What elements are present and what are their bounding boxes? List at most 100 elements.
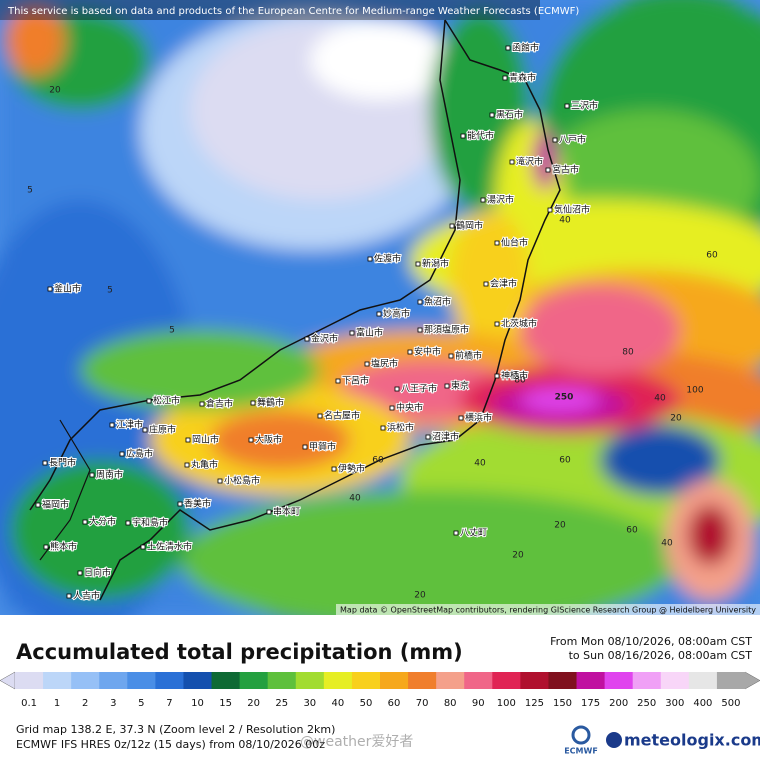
city-marker — [367, 256, 373, 262]
legend-label: 175 — [581, 698, 600, 709]
city-label: 佐渡市 — [374, 253, 401, 265]
city-label: 人吉市 — [73, 590, 100, 602]
legend-label: 100 — [497, 698, 516, 709]
legend-swatch — [127, 672, 156, 689]
city-marker — [184, 462, 190, 468]
legend-swatch — [380, 672, 409, 689]
city-marker — [335, 378, 341, 384]
contour-label: 80 — [514, 376, 526, 386]
city-label: 岡山市 — [192, 434, 219, 446]
city-marker — [35, 502, 41, 508]
city-label: 北茨城市 — [501, 318, 537, 330]
city-label: 宮古市 — [552, 164, 579, 176]
brand: meteologix.com — [624, 731, 760, 750]
contour-label: 5 — [107, 286, 113, 296]
legend-swatch — [183, 672, 213, 689]
city-marker — [109, 422, 115, 428]
city-marker — [494, 373, 500, 379]
city-label: 八王子市 — [401, 383, 437, 395]
city-marker — [217, 478, 223, 484]
city-label: 妙高市 — [383, 308, 410, 320]
city-marker — [364, 361, 370, 367]
city-marker — [449, 223, 455, 229]
contour-label: 20 — [670, 414, 682, 424]
coastline — [39, 419, 91, 561]
city-label: 宇和島市 — [132, 517, 168, 529]
legend-swatch — [520, 672, 549, 689]
legend-swatch — [548, 672, 578, 689]
city-marker — [415, 261, 421, 267]
city-label: 富山市 — [356, 327, 383, 339]
city-marker — [502, 75, 508, 81]
city-marker — [43, 544, 49, 550]
city-label: 小松島市 — [224, 475, 260, 487]
contour-label: 100 — [686, 386, 703, 396]
attribution-bg — [336, 604, 760, 616]
legend-label: 0.1 — [21, 698, 37, 709]
city-label: 下呂市 — [342, 375, 369, 387]
city-label: 串本町 — [273, 506, 300, 518]
city-marker — [142, 427, 148, 433]
legend-label: 70 — [416, 698, 429, 709]
city-marker — [140, 544, 146, 550]
legend-swatch — [632, 672, 662, 689]
city-label: 浜松市 — [387, 422, 414, 434]
legend-swatch — [211, 672, 241, 689]
city-marker — [199, 401, 205, 407]
city-marker — [394, 386, 400, 392]
city-marker — [349, 330, 355, 336]
city-label: 塩尻市 — [371, 358, 398, 370]
city-marker — [380, 425, 386, 431]
city-marker — [248, 437, 254, 443]
city-marker — [119, 451, 125, 457]
city-label: 八丈町 — [460, 528, 487, 539]
city-label: 八戸市 — [559, 134, 586, 146]
city-label: 会津市 — [490, 278, 517, 290]
legend-swatch — [436, 672, 465, 689]
city-marker — [509, 159, 515, 165]
city-label: 前橋市 — [455, 350, 482, 362]
city-marker — [407, 349, 413, 355]
city-label: 中央市 — [396, 402, 423, 414]
legend-label: 250 — [637, 698, 656, 709]
city-marker — [417, 327, 423, 333]
legend-arrow — [0, 671, 16, 690]
legend-swatch — [408, 672, 437, 689]
legend-label: 200 — [609, 698, 628, 709]
city-label: 庄原市 — [149, 424, 176, 436]
city-marker — [331, 466, 337, 472]
city-marker — [480, 197, 486, 203]
notice-bg — [0, 0, 540, 20]
city-label: 金沢市 — [311, 333, 338, 345]
city-marker — [494, 321, 500, 327]
city-marker — [89, 472, 95, 478]
city-label: 名古屋市 — [324, 410, 360, 422]
legend-swatch — [267, 672, 297, 689]
contour-label: 20 — [414, 591, 426, 601]
city-label: 魚沼市 — [424, 296, 451, 308]
title: Accumulated total precipitation (mm) — [16, 640, 463, 664]
attribution: Map data © OpenStreetMap contributors, r… — [340, 606, 756, 615]
legend-label: 50 — [360, 698, 373, 709]
city-label: 気仙沼市 — [554, 204, 590, 216]
legend-swatch — [464, 672, 493, 689]
city-marker — [376, 311, 382, 317]
city-label: 大阪市 — [255, 434, 282, 446]
city-label: 三沢市 — [571, 100, 598, 112]
contour-label: 40 — [474, 459, 486, 469]
city-label: 湯沢市 — [487, 194, 514, 206]
legend-label: 2 — [82, 698, 88, 709]
city-label: 大分市 — [89, 516, 116, 528]
city-marker — [545, 167, 551, 173]
city-marker — [250, 400, 256, 406]
city-marker — [302, 444, 308, 450]
legend-swatch — [43, 672, 72, 689]
city-label: 熊本市 — [50, 541, 77, 553]
city-marker — [458, 415, 464, 421]
city-label: 函館市 — [512, 42, 539, 54]
city-label: 沼津市 — [432, 431, 459, 443]
precip-field — [0, 0, 760, 615]
legend-label: 15 — [219, 698, 232, 709]
city-marker — [448, 353, 454, 359]
city-marker — [389, 405, 395, 411]
